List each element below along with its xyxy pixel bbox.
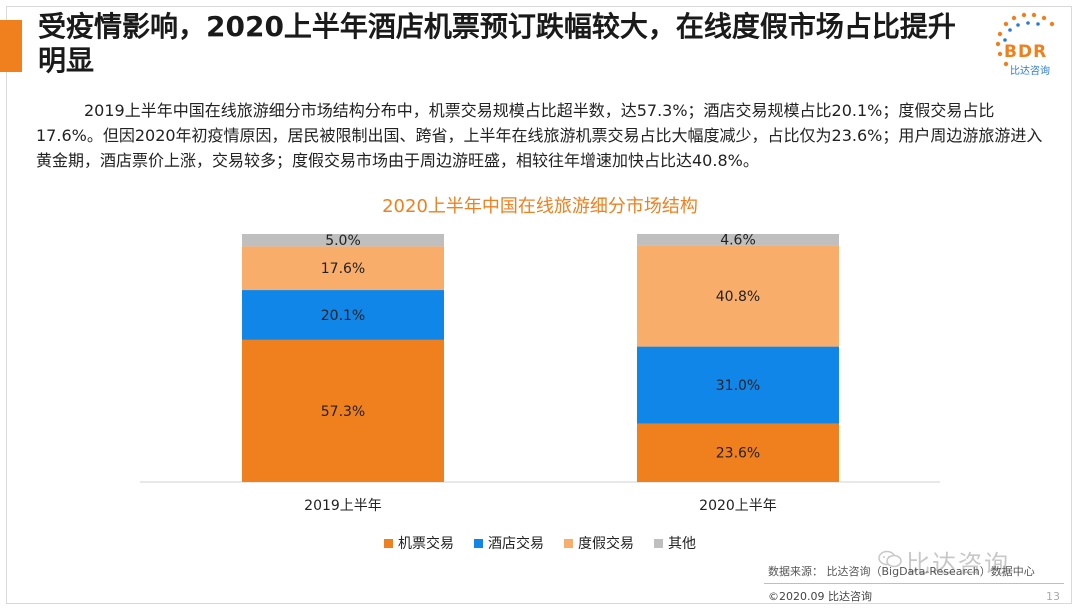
wechat-icon xyxy=(878,550,902,568)
bar-segment-flight-1 xyxy=(242,339,444,482)
bar-segment-hotel-2 xyxy=(637,346,839,424)
legend-swatch-flight xyxy=(384,538,393,548)
legend-swatch-other xyxy=(654,538,663,548)
page-title: 受疫情影响，2020上半年酒店机票预订跌幅较大，在线度假市场占比提升明显 xyxy=(38,10,956,77)
chart-title: 2020上半年中国在线旅游细分市场结构 xyxy=(382,196,698,217)
data-label-other-2: 4.6% xyxy=(720,233,756,249)
intro-paragraph: 2019上半年中国在线旅游细分市场结构分布中，机票交易规模占比超半数，达57.3… xyxy=(36,101,1043,170)
data-label-vacation-1: 17.6% xyxy=(321,261,365,277)
x-tick-label-1: 2019上半年 xyxy=(304,498,382,514)
legend-item-other: 其他 xyxy=(654,533,696,553)
footer-divider xyxy=(764,583,1064,584)
legend-label-vacation: 度假交易 xyxy=(578,536,634,552)
logo-subtitle: 比达咨询 xyxy=(1010,66,1050,77)
chart-legend: 机票交易 酒店交易 度假交易 其他 xyxy=(384,533,696,553)
data-label-flight-2: 23.6% xyxy=(716,446,760,462)
data-label-flight-1: 57.3% xyxy=(321,404,365,420)
page-number: 13 xyxy=(1046,590,1060,603)
logo-text: BDR xyxy=(1004,42,1048,62)
legend-swatch-hotel xyxy=(474,538,483,548)
legend-item-vacation: 度假交易 xyxy=(564,533,634,553)
slide-frame xyxy=(6,6,1072,604)
legend-label-hotel: 酒店交易 xyxy=(488,536,544,552)
bar-segment-vacation-2 xyxy=(637,245,839,347)
x-tick-label-2: 2020上半年 xyxy=(699,498,777,514)
footer-copyright: ©2020.09 比达咨询 xyxy=(768,590,872,603)
data-label-hotel-1: 20.1% xyxy=(321,308,365,324)
bar-segment-vacation-1 xyxy=(242,246,444,291)
bar-segment-hotel-1 xyxy=(242,290,444,340)
legend-item-hotel: 酒店交易 xyxy=(474,533,544,553)
bar-segment-other-1 xyxy=(242,234,444,247)
bar-segment-flight-2 xyxy=(637,423,839,482)
legend-label-other: 其他 xyxy=(668,536,696,552)
bar-segment-other-2 xyxy=(637,234,839,246)
watermark-text: 比达咨询 xyxy=(906,550,1010,578)
legend-swatch-vacation xyxy=(564,538,573,548)
data-label-other-1: 5.0% xyxy=(325,233,361,249)
data-source-text: 数据来源： 比达咨询（BigData-Research）数据中心 xyxy=(768,565,1035,578)
data-label-hotel-2: 31.0% xyxy=(716,378,760,394)
legend-item-flight: 机票交易 xyxy=(384,533,454,553)
data-label-vacation-2: 40.8% xyxy=(716,289,760,305)
title-accent-bar xyxy=(0,20,22,72)
bdr-logo-icon xyxy=(995,12,1055,67)
legend-label-flight: 机票交易 xyxy=(398,536,454,552)
